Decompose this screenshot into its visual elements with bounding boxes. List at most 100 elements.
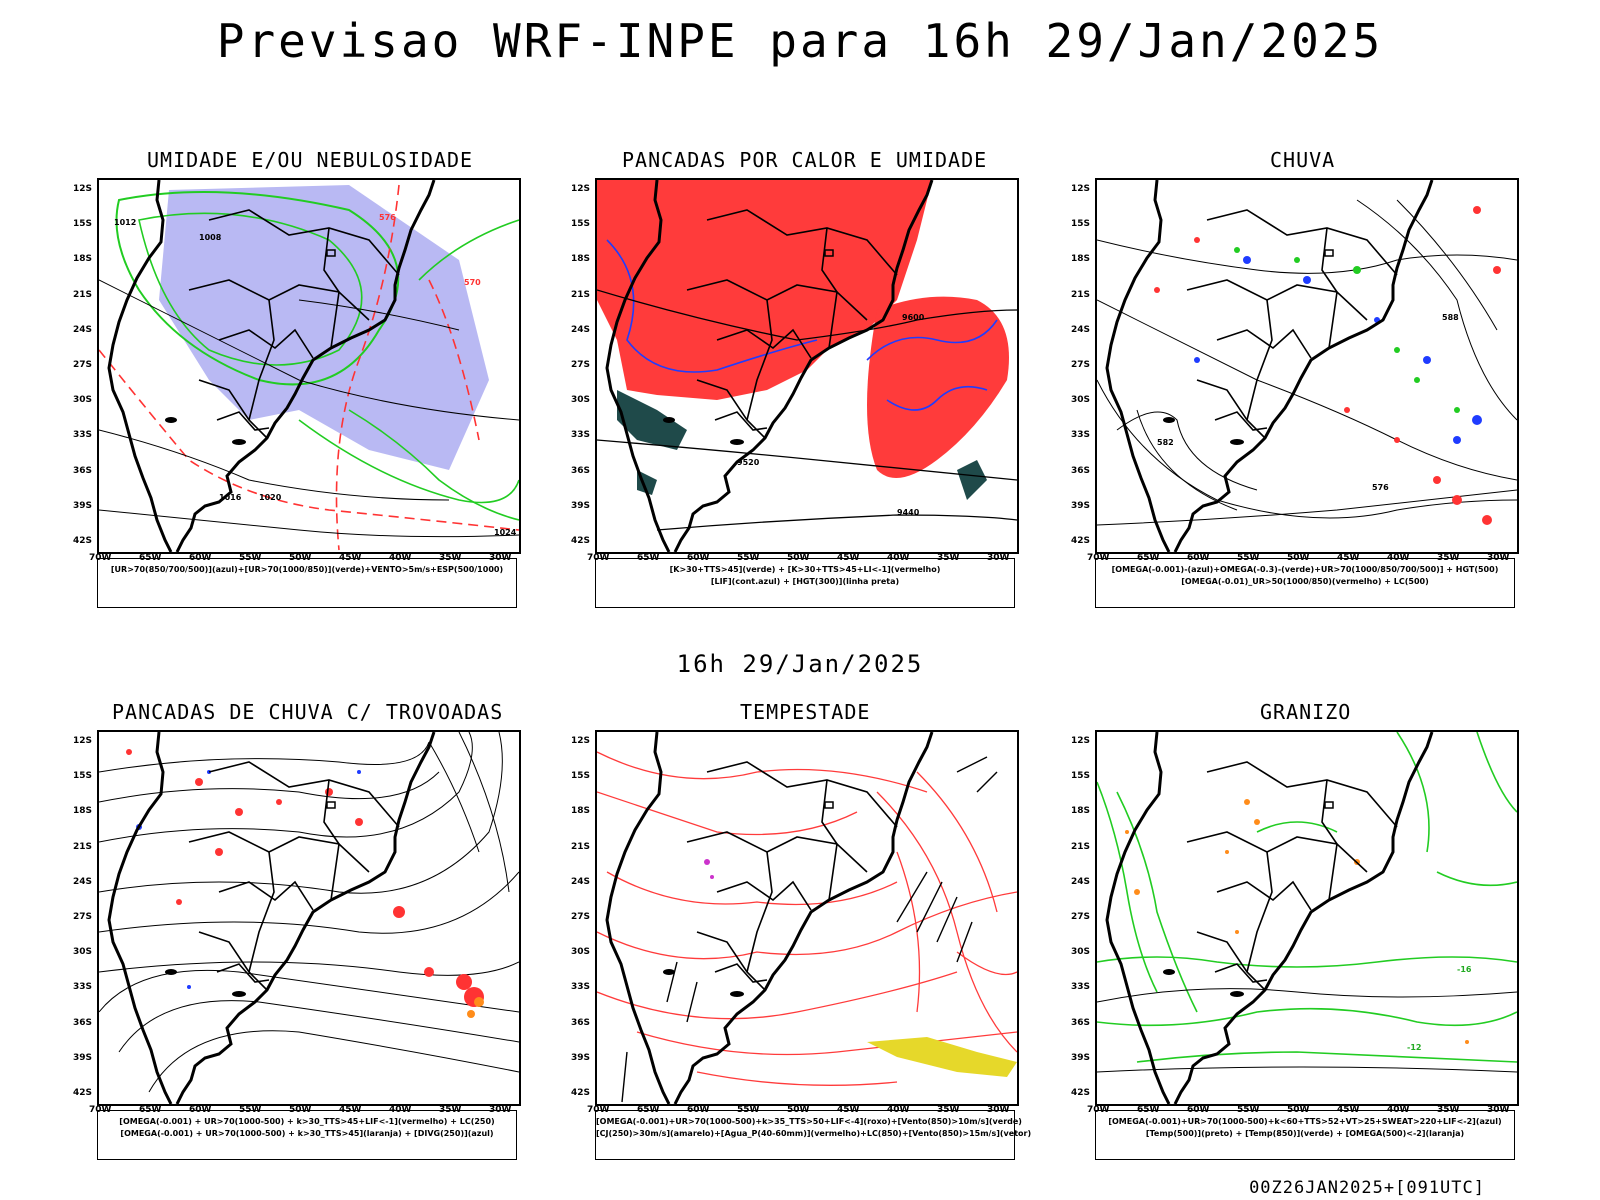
lon-label: 30W bbox=[987, 1105, 1010, 1115]
lon-label: 65W bbox=[1137, 1105, 1160, 1115]
lat-label: 39S bbox=[73, 500, 93, 511]
lat-label: 15S bbox=[571, 219, 591, 230]
lat-label: 24S bbox=[571, 324, 591, 335]
legend-umidade: [UR>70(850/700/500)](azul)+[UR>70(1000/8… bbox=[97, 558, 517, 608]
legend-trovoadas: [OMEGA(-0.001) + UR>70(1000-500) + k>30_… bbox=[97, 1110, 517, 1160]
lon-label: 35W bbox=[439, 553, 462, 563]
lon-label: 40W bbox=[389, 553, 412, 563]
lat-label: 12S bbox=[73, 736, 93, 746]
panel-pancadas-calor: PANCADAS POR CALOR E UMIDADE 9600 9520 9… bbox=[560, 148, 1040, 638]
contour-label: 1008 bbox=[199, 233, 222, 242]
lat-label: 15S bbox=[73, 219, 93, 230]
lat-label: 36S bbox=[73, 465, 93, 476]
panel-title: CHUVA bbox=[1270, 148, 1336, 172]
lon-label: 60W bbox=[687, 1105, 710, 1115]
lat-label: 39S bbox=[571, 500, 591, 511]
lat-label: 15S bbox=[73, 771, 93, 782]
lat-label: 12S bbox=[571, 184, 591, 194]
legend-line: [Temp(500)](preto) + [Temp(850)](verde) … bbox=[1145, 1129, 1465, 1138]
legend-tempestade: [OMEGA(-0.001)+UR>70(1000-500)+k>35_TTS>… bbox=[595, 1110, 1031, 1160]
lon-label: 70W bbox=[1087, 1105, 1110, 1115]
map-granizo: -12 -16 bbox=[1095, 730, 1519, 1106]
lon-label: 45W bbox=[339, 553, 362, 563]
lat-label: 27S bbox=[571, 360, 591, 370]
lat-label: 36S bbox=[571, 1017, 591, 1028]
lat-label: 42S bbox=[571, 1088, 591, 1098]
lat-label: 18S bbox=[73, 806, 93, 817]
lon-label: 65W bbox=[1137, 553, 1160, 563]
jet-stream-area bbox=[867, 1037, 1017, 1077]
lon-label: 45W bbox=[339, 1105, 362, 1115]
lon-label: 50W bbox=[787, 553, 810, 563]
legend-line: [OMEGA(-0.001)+UR>70(1000-500)+k<60+TTS>… bbox=[1108, 1117, 1502, 1126]
lon-label: 35W bbox=[937, 553, 960, 563]
panel-title: PANCADAS DE CHUVA C/ TROVOADAS bbox=[112, 700, 504, 724]
panel-chuva: CHUVA 582 576 588 [OMEGA(-0.001)-(azul)+… bbox=[1060, 148, 1540, 638]
legend-granizo: [OMEGA(-0.001)+UR>70(1000-500)+k<60+TTS>… bbox=[1095, 1110, 1515, 1160]
lon-label: 45W bbox=[1337, 1105, 1360, 1115]
lat-label: 18S bbox=[571, 254, 591, 265]
contour-label: 9520 bbox=[737, 458, 760, 467]
panel-trovoadas: PANCADAS DE CHUVA C/ TROVOADAS [OMEG bbox=[62, 700, 542, 1190]
lat-label: 27S bbox=[571, 912, 591, 922]
lon-label: 70W bbox=[587, 1105, 610, 1115]
map-trovoadas bbox=[97, 730, 521, 1106]
lon-label: 55W bbox=[239, 1105, 262, 1115]
lat-label: 24S bbox=[1071, 876, 1091, 887]
lat-label: 30S bbox=[571, 395, 591, 406]
lon-label: 65W bbox=[139, 553, 162, 563]
legend-line: [OMEGA(-0.01)_UR>50(1000/850)(vermelho) … bbox=[1181, 577, 1429, 586]
lat-label: 36S bbox=[73, 1017, 93, 1028]
lat-label: 33S bbox=[73, 430, 93, 441]
lat-label: 42S bbox=[73, 536, 93, 546]
lat-label: 33S bbox=[1071, 430, 1091, 441]
legend-line: [OMEGA(-0.001) + UR>70(1000-500) + k>30_… bbox=[119, 1117, 495, 1126]
map-chuva: 582 576 588 bbox=[1095, 178, 1519, 554]
lon-label: 45W bbox=[1337, 553, 1360, 563]
lon-label: 70W bbox=[587, 553, 610, 563]
lon-label: 55W bbox=[1237, 1105, 1260, 1115]
contour-label: 588 bbox=[1442, 313, 1459, 322]
lon-label: 35W bbox=[937, 1105, 960, 1115]
lon-label: 30W bbox=[489, 1105, 512, 1115]
lon-label: 40W bbox=[887, 1105, 910, 1115]
lat-label: 12S bbox=[1071, 736, 1091, 746]
lon-label: 70W bbox=[89, 1105, 112, 1115]
lon-label: 30W bbox=[1487, 1105, 1510, 1115]
lat-label: 21S bbox=[1071, 841, 1091, 852]
lat-label: 12S bbox=[73, 184, 93, 194]
legend-chuva: [OMEGA(-0.001)-(azul)+OMEGA(-0.3)-(verde… bbox=[1095, 558, 1515, 608]
contour-label: 1012 bbox=[114, 218, 136, 227]
lat-label: 15S bbox=[571, 771, 591, 782]
legend-line: [OMEGA(-0.001) + UR>70(1000-500) + k>30_… bbox=[120, 1129, 494, 1138]
lon-label: 70W bbox=[89, 553, 112, 563]
lat-label: 18S bbox=[73, 254, 93, 265]
contour-label: 1016 bbox=[219, 493, 242, 502]
lon-label: 55W bbox=[239, 553, 262, 563]
lat-label: 39S bbox=[73, 1052, 93, 1063]
contour-label: 1020 bbox=[259, 493, 282, 502]
lat-label: 21S bbox=[73, 289, 93, 300]
contour-label: 1024 bbox=[494, 528, 517, 537]
lat-label: 24S bbox=[1071, 324, 1091, 335]
contour-label: 570 bbox=[464, 278, 481, 287]
lat-label: 27S bbox=[1071, 360, 1091, 370]
lat-label: 18S bbox=[571, 806, 591, 817]
lat-label: 12S bbox=[571, 736, 591, 746]
lon-label: 45W bbox=[837, 1105, 860, 1115]
lat-label: 39S bbox=[1071, 500, 1091, 511]
lat-label: 42S bbox=[1071, 536, 1091, 546]
contour-label: 582 bbox=[1157, 438, 1174, 447]
lon-label: 50W bbox=[1287, 553, 1310, 563]
lon-label: 35W bbox=[1437, 1105, 1460, 1115]
lat-label: 21S bbox=[73, 841, 93, 852]
lon-label: 60W bbox=[1187, 553, 1210, 563]
panel-title: TEMPESTADE bbox=[740, 700, 871, 724]
lat-label: 30S bbox=[1071, 947, 1091, 958]
lat-label: 42S bbox=[1071, 1088, 1091, 1098]
lat-label: 21S bbox=[571, 289, 591, 300]
lon-label: 50W bbox=[1287, 1105, 1310, 1115]
lon-label: 40W bbox=[887, 553, 910, 563]
contour-label: -12 bbox=[1407, 1043, 1421, 1052]
lat-label: 12S bbox=[1071, 184, 1091, 194]
